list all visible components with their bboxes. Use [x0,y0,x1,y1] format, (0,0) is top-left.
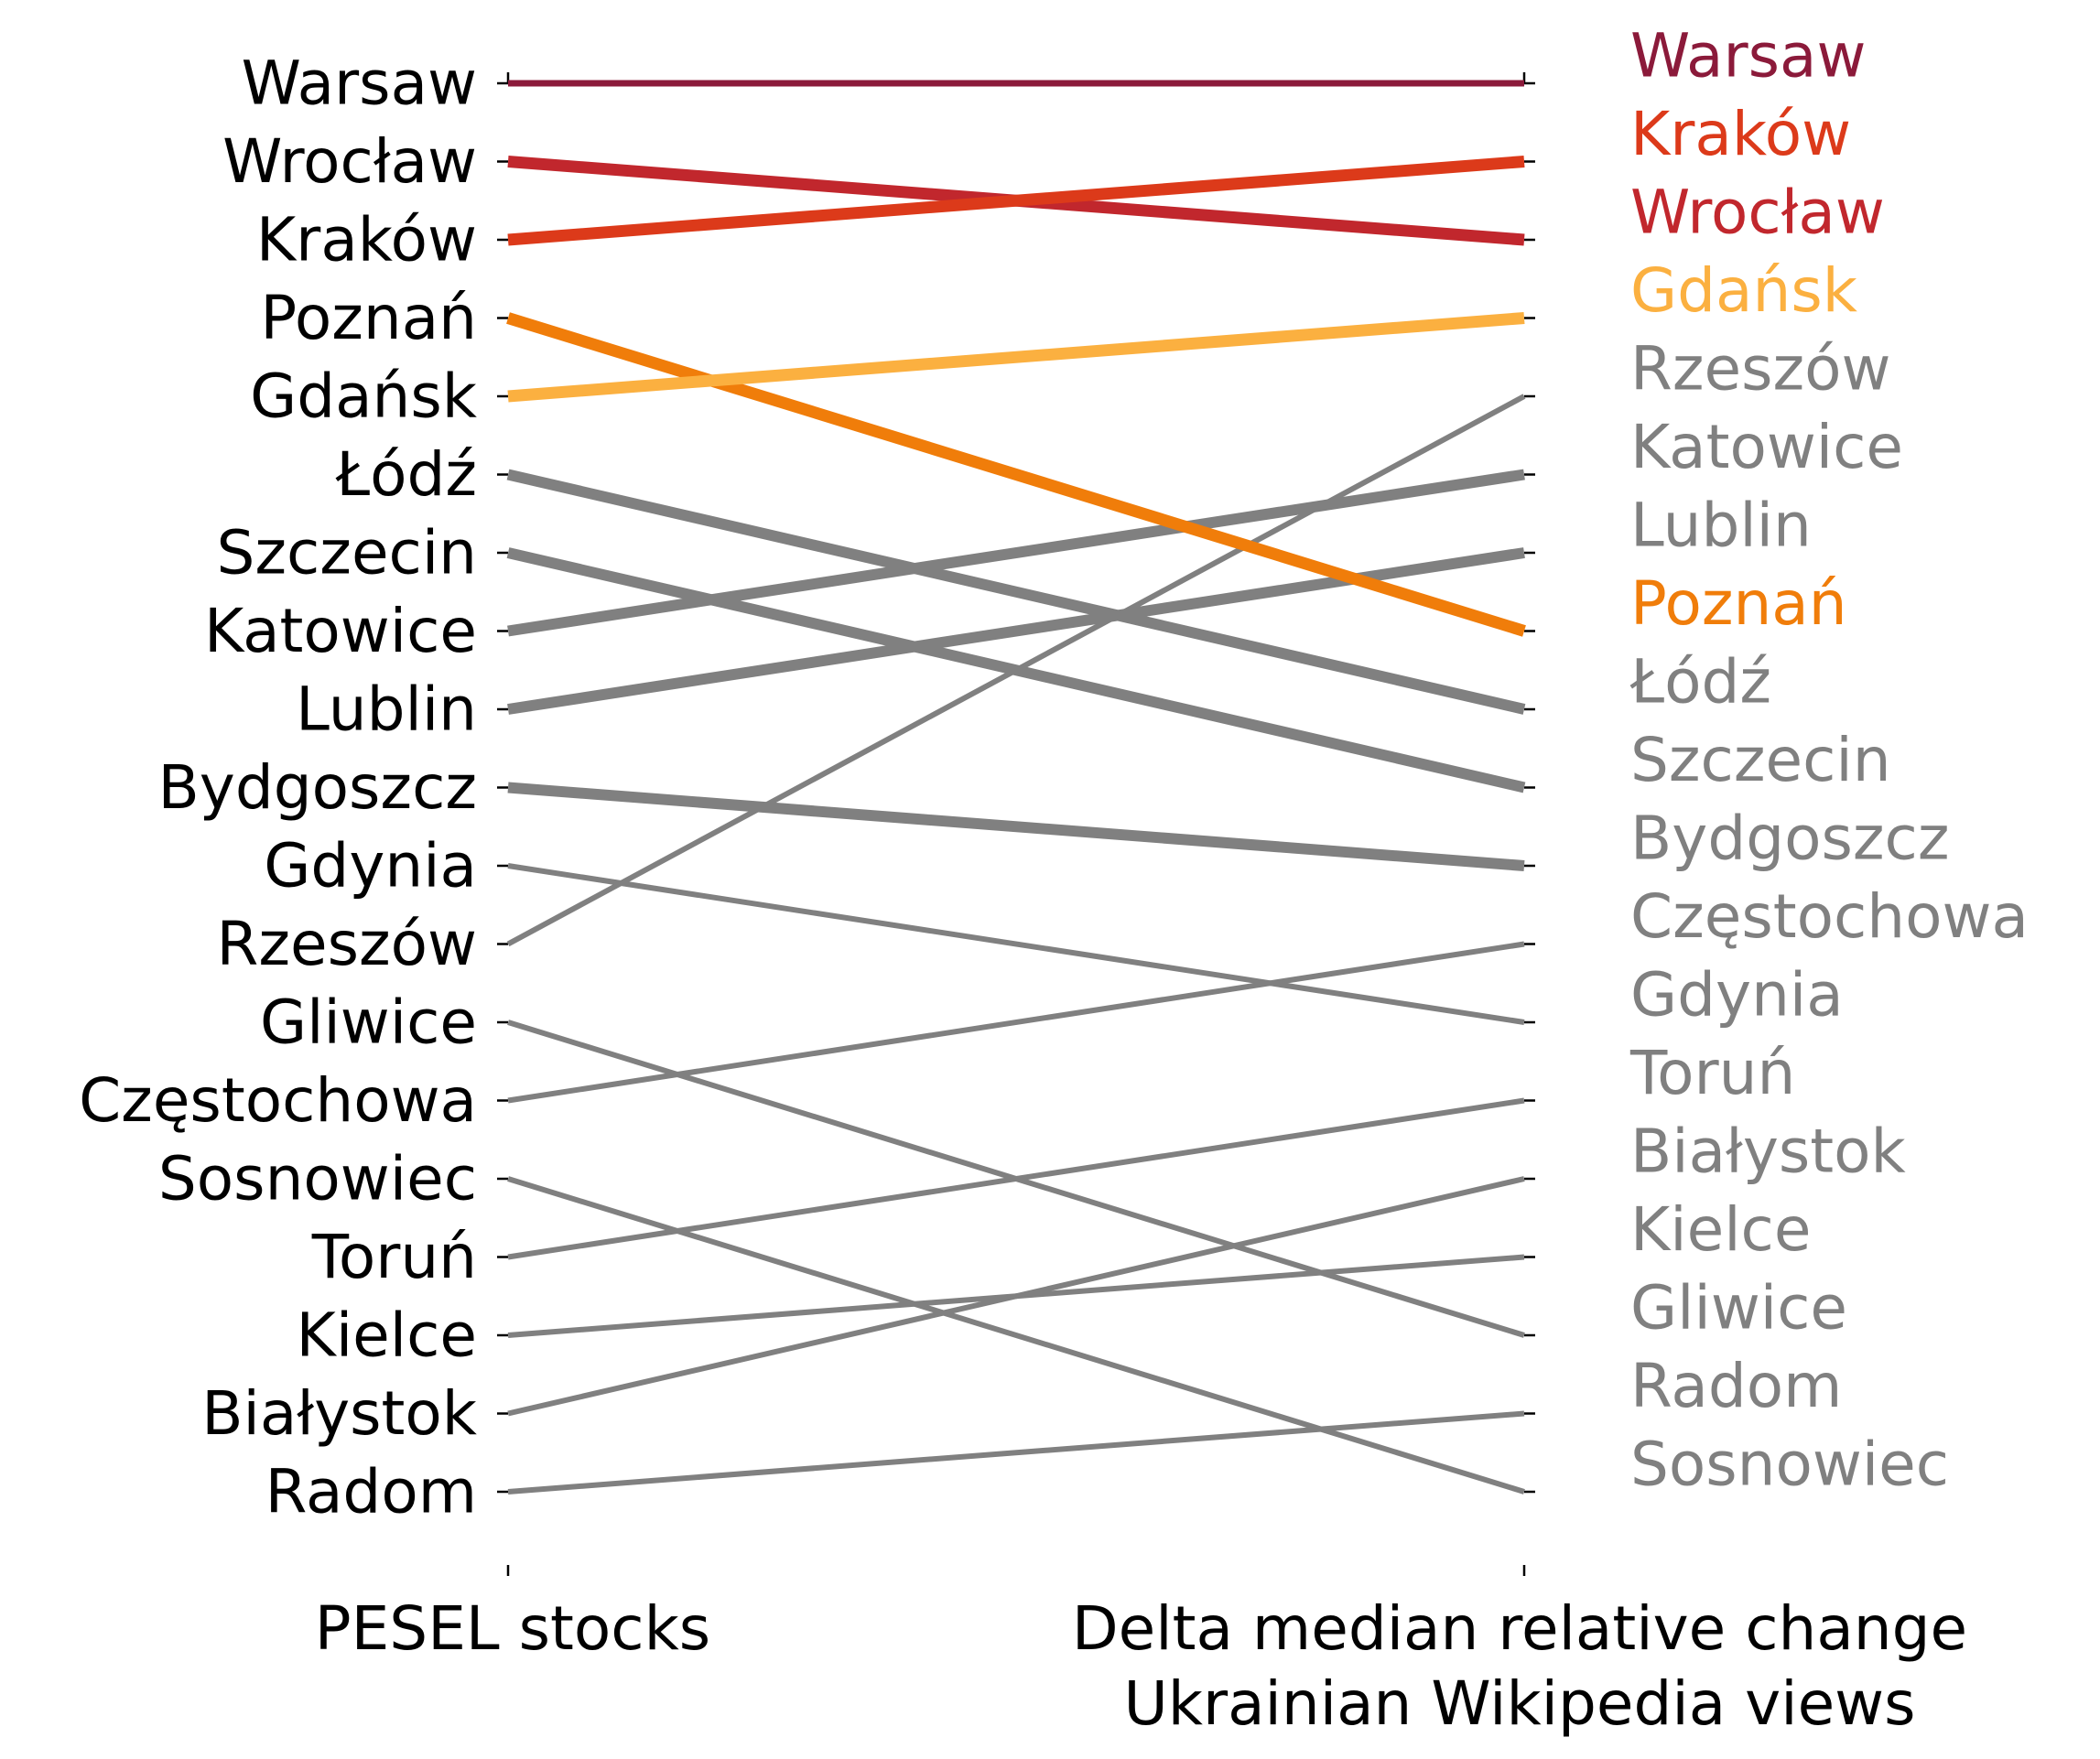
x-label-delta-line2: Ukrainian Wikipedia views [1123,1668,1915,1739]
right-label-lublin: Lublin [1630,491,1812,561]
right-label-bialystok: Białystok [1630,1117,1907,1187]
right-label-gdynia: Gdynia [1630,960,1844,1031]
right-label-bydgoszcz: Bydgoszcz [1630,804,1949,874]
left-label-rzeszow: Rzeszów [217,909,478,979]
right-label-krakow: Kraków [1630,99,1851,169]
left-label-poznan: Poznań [260,283,477,353]
x-axis-labels: PESEL stocks Delta median relative chang… [315,1593,1967,1739]
left-label-lublin: Lublin [296,674,477,745]
x-label-delta-line1: Delta median relative change [1072,1593,1967,1664]
left-label-bialystok: Białystok [201,1378,478,1449]
left-label-gdansk: Gdańsk [250,362,478,432]
right-label-sosnowiec: Sosnowiec [1630,1430,1949,1500]
right-label-poznan: Poznań [1630,568,1847,639]
series-line-gdynia [507,863,1525,1025]
right-label-katowice: Katowice [1630,412,1903,482]
left-label-sosnowiec: Sosnowiec [158,1144,477,1214]
left-label-krakow: Kraków [256,205,477,275]
series-line-radom [507,1410,1525,1495]
series-line-bydgoszcz [507,782,1525,871]
right-label-gdansk: Gdańsk [1630,255,1858,326]
right-label-torun: Toruń [1629,1038,1795,1108]
chart-axes [497,72,1535,1576]
right-label-rzeszow: Rzeszów [1630,334,1891,405]
left-label-gdynia: Gdynia [264,831,477,901]
right-label-warsaw: Warsaw [1630,21,1866,92]
left-label-bydgoszcz: Bydgoszcz [158,752,477,823]
series-line-torun [507,1097,1525,1260]
series-line-lodz [506,469,1526,715]
right-label-czestochowa: Częstochowa [1630,881,2029,952]
left-label-warsaw: Warsaw [242,49,477,119]
series-line-katowice [507,469,1525,637]
series-line-bialystok [507,1176,1525,1417]
left-label-wroclaw: Wrocław [222,126,477,197]
left-label-radom: Radom [265,1457,477,1527]
right-label-kielce: Kielce [1630,1194,1811,1265]
series-line-krakow [507,156,1525,246]
left-label-gliwice: Gliwice [260,987,477,1058]
series-line-sosnowiec [507,1176,1525,1495]
series-line-poznan [506,312,1526,637]
series-line-rzeszow [506,394,1526,947]
left-label-kielce: Kielce [297,1300,477,1371]
right-label-gliwice: Gliwice [1630,1273,1847,1344]
left-label-szczecin: Szczecin [216,518,477,588]
x-label-pesel: PESEL stocks [315,1593,710,1664]
series-line-czestochowa [507,941,1525,1104]
right-label-radom: Radom [1630,1351,1842,1421]
series-line-lublin [507,547,1525,715]
right-label-lodz: Łódź [1629,647,1771,718]
left-label-czestochowa: Częstochowa [79,1065,477,1136]
right-label-szczecin: Szczecin [1630,725,1891,795]
left-label-torun: Toruń [311,1222,477,1292]
left-label-katowice: Katowice [204,596,477,666]
right-label-wroclaw: Wrocław [1630,178,1885,248]
series-lines [506,80,1526,1495]
left-label-lodz: Łódź [335,439,477,510]
series-line-gdansk [507,312,1525,403]
